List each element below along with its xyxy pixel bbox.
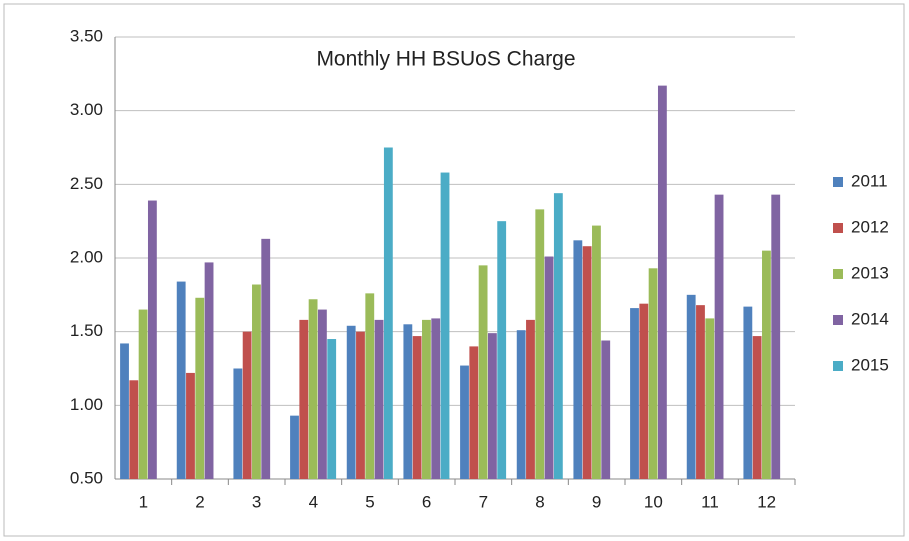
bar: [460, 365, 469, 479]
x-tick-label: 10: [644, 492, 663, 511]
y-tick-label: 3.00: [70, 100, 103, 119]
legend-swatch: [833, 315, 843, 325]
bar: [714, 194, 724, 479]
bar: [601, 340, 611, 479]
bar: [469, 346, 479, 479]
bar: [639, 303, 649, 479]
y-tick-label: 1.00: [70, 395, 103, 414]
bar: [261, 238, 271, 479]
bar: [771, 194, 781, 479]
bar: [176, 281, 186, 479]
bar: [412, 336, 422, 479]
bar: [204, 262, 214, 479]
x-tick-label: 11: [701, 492, 719, 511]
bar: [705, 318, 715, 479]
bar: [299, 319, 309, 479]
bar: [743, 306, 753, 479]
bar: [686, 294, 696, 479]
bar: [383, 147, 393, 479]
y-tick-label: 2.00: [70, 247, 103, 266]
bar: [242, 331, 252, 479]
legend-swatch: [833, 223, 843, 233]
bar: [526, 319, 535, 479]
bar: [365, 293, 375, 479]
x-tick-label: 3: [252, 492, 261, 511]
legend-label: 2011: [851, 171, 888, 190]
chart-title: Monthly HH BSUoS Charge: [316, 48, 575, 71]
bar: [696, 305, 705, 479]
bar: [648, 268, 658, 479]
bar: [762, 250, 771, 479]
x-tick-label: 2: [195, 492, 204, 511]
bar: [573, 240, 583, 479]
bar: [478, 265, 488, 479]
x-tick-label: 5: [365, 492, 374, 511]
bar: [431, 318, 441, 479]
bar: [553, 193, 563, 479]
x-tick-label: 1: [139, 492, 148, 511]
bar: [516, 330, 526, 479]
x-tick-label: 6: [422, 492, 431, 511]
legend-label: 2015: [851, 355, 889, 374]
bar: [233, 368, 243, 479]
bar: [356, 331, 365, 479]
bar: [195, 297, 205, 479]
y-tick-label: 3.50: [70, 26, 103, 45]
y-tick-label: 2.50: [70, 174, 103, 193]
bar: [129, 380, 139, 479]
bar: [440, 172, 450, 479]
bar: [592, 225, 601, 479]
bar: [752, 336, 762, 479]
x-tick-label: 12: [757, 492, 776, 511]
bar: [138, 309, 148, 479]
bar: [147, 200, 157, 480]
bar: [657, 85, 667, 480]
bar: [290, 415, 299, 479]
bar: [630, 308, 639, 479]
bar: [120, 343, 129, 479]
y-tick-label: 1.50: [70, 321, 103, 340]
bar: [346, 325, 356, 479]
bar: [327, 339, 337, 479]
bar: [308, 299, 318, 479]
legend-label: 2014: [851, 309, 889, 328]
y-tick-label: 0.50: [70, 468, 103, 487]
x-tick-label: 8: [535, 492, 544, 511]
bar: [544, 256, 554, 479]
bar: [374, 319, 384, 479]
bar: [487, 333, 497, 479]
legend-swatch: [833, 361, 843, 371]
x-tick-label: 4: [309, 492, 318, 511]
bar: [535, 209, 545, 479]
x-tick-label: 9: [592, 492, 601, 511]
legend-label: 2012: [851, 217, 889, 236]
bar: [497, 221, 507, 479]
x-tick-label: 7: [479, 492, 488, 511]
bar: [252, 284, 261, 479]
legend-swatch: [833, 269, 843, 279]
legend-label: 2013: [851, 263, 889, 282]
bar: [422, 319, 431, 479]
legend-swatch: [833, 177, 843, 187]
bar: [317, 309, 327, 479]
bar: [403, 324, 413, 479]
bar: [582, 246, 592, 479]
bar: [186, 372, 195, 479]
